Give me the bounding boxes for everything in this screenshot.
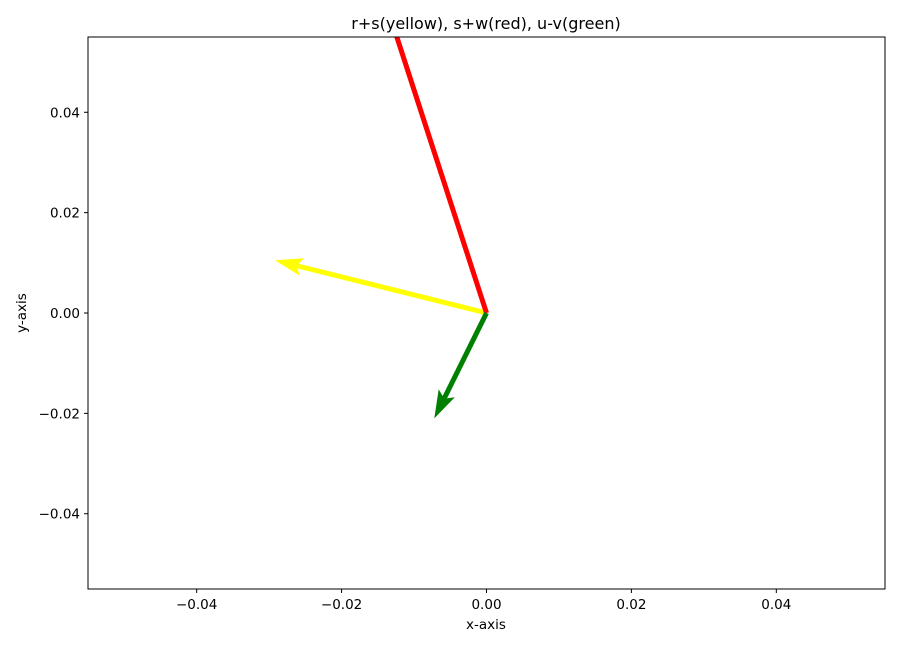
vector-arrowhead [434,389,455,419]
y-tick-label: 0.04 [50,105,80,121]
y-tick-label: 0.00 [50,306,80,322]
x-tick-label: 0.02 [616,597,646,613]
y-tick-label: −0.02 [39,406,80,422]
green-vector [434,311,489,419]
y-tick-label: 0.02 [50,206,80,222]
chart-title: r+s(yellow), s+w(red), u-v(green) [351,14,620,33]
x-tick-label: 0.04 [761,597,791,613]
vector-shaft [394,37,489,314]
yellow-vector [274,258,488,316]
y-axis-label: y-axis [14,293,30,333]
x-tick-label: −0.04 [176,597,217,613]
x-tick-label: 0.00 [471,597,501,613]
x-axis-label: x-axis [466,617,506,633]
x-axis-ticks: −0.04 −0.02 0.00 0.02 0.04 [176,589,791,613]
y-axis-ticks: −0.04 −0.02 0.00 0.02 0.04 [39,105,88,523]
vector-layer [274,37,489,419]
vector-shaft [295,263,488,316]
red-vector [394,37,489,314]
x-tick-label: −0.02 [321,597,362,613]
y-tick-label: −0.04 [39,507,80,523]
vector-shaft [441,311,489,400]
vector-arrowhead [274,258,305,276]
